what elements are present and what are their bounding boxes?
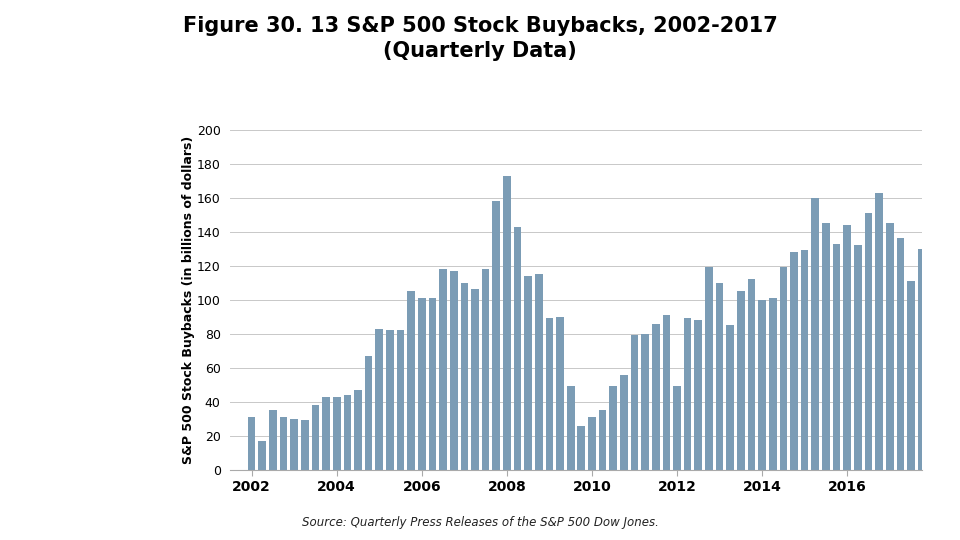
Bar: [258, 441, 266, 470]
Bar: [333, 397, 341, 470]
Bar: [365, 356, 372, 470]
Bar: [631, 335, 638, 470]
Bar: [854, 245, 862, 470]
Bar: [535, 274, 542, 470]
Text: Source: Quarterly Press Releases of the S&P 500 Dow Jones.: Source: Quarterly Press Releases of the …: [301, 516, 659, 529]
Bar: [312, 405, 320, 470]
Bar: [503, 176, 511, 470]
Bar: [865, 213, 873, 470]
Bar: [524, 276, 532, 470]
Bar: [673, 387, 681, 470]
Bar: [876, 193, 883, 470]
Bar: [290, 419, 298, 470]
Bar: [886, 223, 894, 470]
Bar: [727, 325, 734, 470]
Bar: [514, 227, 521, 470]
Bar: [375, 329, 383, 470]
Bar: [492, 201, 500, 470]
Bar: [279, 417, 287, 470]
Bar: [737, 291, 745, 470]
Bar: [918, 248, 925, 470]
Bar: [344, 395, 351, 470]
Bar: [578, 426, 586, 470]
Bar: [949, 264, 957, 470]
Bar: [811, 198, 819, 470]
Bar: [641, 334, 649, 470]
Bar: [301, 421, 309, 470]
Bar: [652, 323, 660, 470]
Bar: [354, 390, 362, 470]
Bar: [822, 223, 829, 470]
Y-axis label: S&P 500 Stock Buybacks (in billions of dollars): S&P 500 Stock Buybacks (in billions of d…: [182, 136, 195, 464]
Bar: [705, 267, 712, 470]
Bar: [599, 410, 607, 470]
Bar: [428, 298, 436, 470]
Bar: [588, 417, 596, 470]
Bar: [758, 300, 766, 470]
Bar: [801, 251, 808, 470]
Bar: [694, 320, 702, 470]
Bar: [843, 225, 851, 470]
Bar: [323, 397, 330, 470]
Bar: [269, 410, 276, 470]
Bar: [769, 298, 777, 470]
Text: Figure 30. 13 S&P 500 Stock Buybacks, 2002-2017
(Quarterly Data): Figure 30. 13 S&P 500 Stock Buybacks, 20…: [182, 16, 778, 61]
Bar: [396, 330, 404, 470]
Bar: [450, 271, 458, 470]
Bar: [716, 283, 724, 470]
Bar: [566, 387, 574, 470]
Bar: [418, 298, 425, 470]
Bar: [662, 315, 670, 470]
Bar: [897, 239, 904, 470]
Bar: [461, 283, 468, 470]
Bar: [610, 387, 617, 470]
Bar: [248, 417, 255, 470]
Bar: [386, 330, 394, 470]
Bar: [545, 319, 553, 470]
Bar: [684, 319, 691, 470]
Bar: [780, 267, 787, 470]
Bar: [556, 316, 564, 470]
Bar: [832, 244, 840, 470]
Bar: [471, 289, 479, 470]
Bar: [440, 269, 447, 470]
Bar: [928, 240, 936, 470]
Bar: [407, 291, 415, 470]
Bar: [790, 252, 798, 470]
Bar: [482, 269, 490, 470]
Bar: [907, 281, 915, 470]
Bar: [620, 375, 628, 470]
Bar: [939, 242, 947, 470]
Bar: [748, 279, 756, 470]
